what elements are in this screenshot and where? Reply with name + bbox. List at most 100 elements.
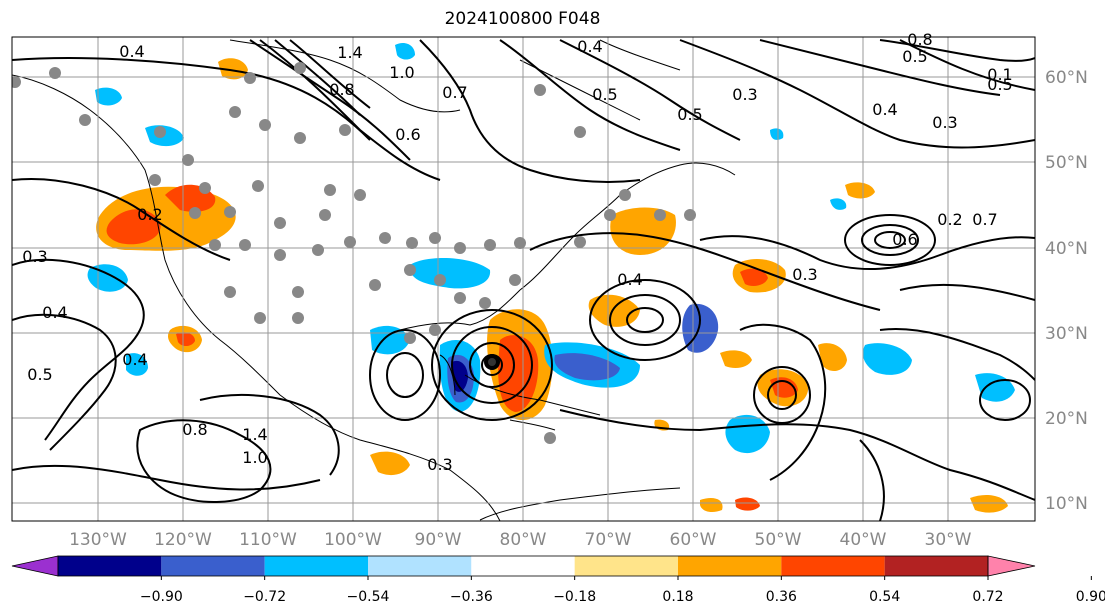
longitude-label: 40°W [840,530,887,550]
station-marker [574,126,586,138]
contour-label: 0.8 [182,420,207,439]
contour-label: 0.5 [677,105,702,124]
longitude-label: 60°W [670,530,717,550]
contour-label: 0.8 [329,80,354,99]
station-marker [189,207,201,219]
station-marker [312,244,324,256]
station-marker [404,332,416,344]
station-marker [292,286,304,298]
contour-label: 0.4 [119,42,144,61]
station-markers [12,62,696,444]
longitude-label: 30°W [925,530,972,550]
contour-label: 1.0 [389,63,414,82]
station-marker [434,274,446,286]
map-frame [11,36,1036,522]
longitude-label: 100°W [324,530,382,550]
colorbar-tick-label: −0.90 [140,589,183,605]
colorbar-tick-label: −0.72 [243,589,286,605]
station-marker [292,312,304,324]
contour-label: 0.3 [22,247,47,266]
contour-label: 0.7 [442,83,467,102]
station-marker [319,209,331,221]
longitude-label: 120°W [154,530,212,550]
station-marker [149,174,161,186]
station-marker [229,106,241,118]
lat-lon-grid [12,37,1035,521]
colorbar-segment [264,556,368,576]
station-marker [369,279,381,291]
latitude-label: 10°N [1045,494,1088,514]
longitude-label: 50°W [755,530,802,550]
colorbar-tick-label: 0.54 [869,589,900,605]
station-marker [244,72,256,84]
contour-label: 0.3 [732,85,757,104]
contour-label: 0.5 [902,47,927,66]
station-marker [324,184,336,196]
contour-label: 0.1 [987,65,1012,84]
station-marker [294,132,306,144]
colorbar-segment [368,556,472,576]
station-marker [509,274,521,286]
colorbar-tick-label: −0.54 [347,589,390,605]
station-marker [544,432,556,444]
station-marker [354,189,366,201]
station-marker [254,312,266,324]
contour-label: 0.3 [427,455,452,474]
station-marker [429,232,441,244]
station-marker [199,182,211,194]
contour-label: 0.4 [42,303,67,322]
contour-label: 0.8 [907,30,932,49]
colorbar-tick-labels: −0.90 −0.72 −0.54 −0.36 −0.18 0.18 0.36 0.54 0.7… [140,576,1105,605]
contour-label: 0.5 [27,365,52,384]
longitude-labels: 130°W 120°W 110°W 100°W 90°W 80°W 70°W 60°W 50°W… [69,530,972,550]
contour-label: 0.4 [577,37,602,56]
contour-label: 0.6 [395,125,420,144]
contour-label: 0.4 [872,100,897,119]
contour-label: 1.0 [242,448,267,467]
colorbar-tick-label: −0.18 [553,589,596,605]
colorbar-min-arrow [11,555,59,577]
station-marker [274,249,286,261]
colorbar-segment [574,556,678,576]
colorbar-segment [884,556,988,576]
colorbar-segment [161,556,265,576]
station-marker [484,239,496,251]
contour-label: 0.5 [987,75,1012,94]
longitude-label: 110°W [239,530,297,550]
station-marker [239,239,251,251]
station-marker [49,67,61,79]
station-marker [12,76,21,88]
station-marker [182,154,194,166]
station-marker [79,114,91,126]
contour-label: 0.3 [792,265,817,284]
colorbar-tick-label: −0.36 [450,589,493,605]
station-marker [514,237,526,249]
station-marker [274,217,286,229]
contour-label: 0.2 [137,205,162,224]
contour-label: 0.6 [892,230,917,249]
station-marker [224,286,236,298]
contour-label-group: 0.4 1.4 1.0 0.8 0.7 0.6 0.5 0.4 0.3 0.2 0.1 0.6 0.7 0… [22,30,1012,474]
station-marker [294,62,306,74]
station-marker [209,239,221,251]
latitude-label: 30°N [1045,324,1088,344]
contour-label: 0.5 [592,85,617,104]
station-marker [224,206,236,218]
contour-label: 1.4 [242,425,267,444]
station-marker [454,242,466,254]
colorbar-segment [58,556,162,576]
contour-label: 0.4 [122,350,147,369]
station-marker [259,119,271,131]
station-marker [479,297,491,309]
colorbar-segment [678,556,782,576]
station-marker [429,324,441,336]
colorbar-tick-label: 0.90 [1076,589,1105,605]
longitude-label: 130°W [69,530,127,550]
colorbar-max-arrow [987,555,1036,577]
station-marker [252,180,264,192]
colorbar-tick-label: 0.18 [662,589,693,605]
station-marker [619,189,631,201]
latitude-label: 40°N [1045,239,1088,259]
colorbar-tick-label: 0.72 [972,589,1003,605]
